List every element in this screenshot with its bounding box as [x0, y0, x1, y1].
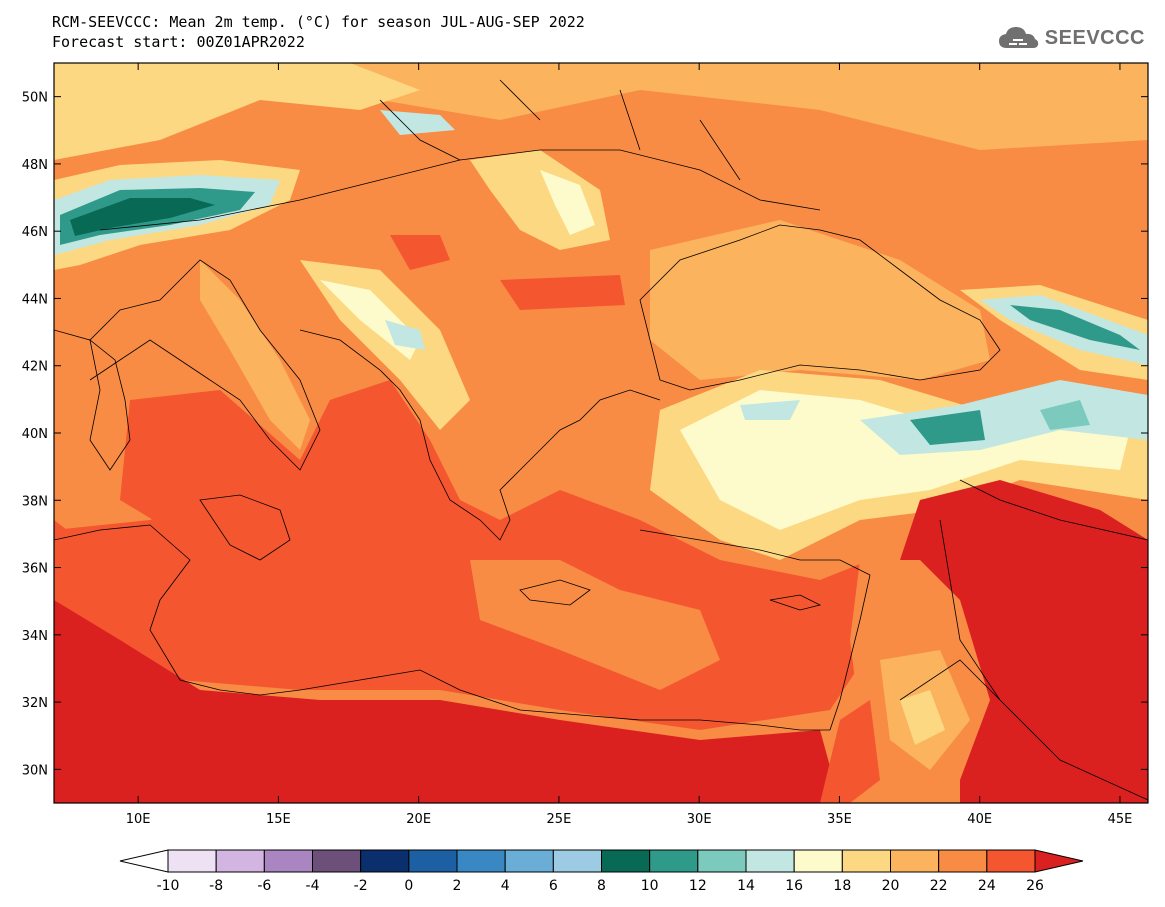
seevccc-logo: SEEVCCC [997, 24, 1145, 52]
lon-tick-label: 45E [1108, 812, 1133, 827]
colorbar-swatch [938, 849, 988, 873]
title-line-1: RCM-SEEVCCC: Mean 2m temp. (°C) for seas… [52, 13, 585, 31]
colorbar-label: 14 [737, 878, 755, 894]
colorbar-swatch [552, 849, 602, 873]
lat-tick-label: 36N [22, 562, 48, 577]
colorbar-label: 24 [978, 878, 996, 894]
lat-tick-label: 30N [22, 763, 48, 778]
colorbar-swatch [697, 849, 747, 873]
colorbar-swatch [841, 849, 891, 873]
cloud-icon [998, 27, 1038, 48]
colorbar-label: 6 [549, 878, 558, 894]
temperature-field [54, 63, 1148, 803]
colorbar-label: -4 [306, 878, 320, 894]
colorbar-label: 18 [833, 878, 851, 894]
lat-tick-label: 50N [22, 91, 48, 106]
logo-text: SEEVCCC [1044, 26, 1145, 49]
lat-tick-label: 34N [22, 629, 48, 644]
colorbar-label: 4 [501, 878, 510, 894]
colorbar-swatch [745, 849, 795, 873]
colorbar-swatch [986, 849, 1036, 873]
lat-tick-label: 48N [22, 158, 48, 173]
lat-tick-label: 46N [22, 225, 48, 240]
lon-tick-label: 40E [967, 812, 992, 827]
colorbar-swatch [793, 849, 843, 873]
colorbar-label: 12 [689, 878, 707, 894]
colorbar-label: 20 [882, 878, 900, 894]
colorbar: -10 -8 -6 -4 -2 0 2 4 6 8 10 12 14 16 18 20 22 24 26 [119, 849, 1084, 894]
colorbar-swatch [312, 849, 362, 873]
lon-tick-label: 35E [827, 812, 852, 827]
colorbar-label: 22 [930, 878, 948, 894]
lat-tick-label: 42N [22, 360, 48, 375]
colorbar-under-arrow [119, 849, 169, 873]
title-line-2: Forecast start: 00Z01APR2022 [52, 33, 305, 51]
colorbar-swatch [890, 849, 940, 873]
lat-tick-label: 38N [22, 494, 48, 509]
colorbar-swatch [504, 849, 554, 873]
lat-tick-label: 40N [22, 427, 48, 442]
colorbar-label: 2 [453, 878, 462, 894]
colorbar-swatch [263, 849, 314, 873]
lon-tick-label: 15E [266, 812, 291, 827]
colorbar-swatch [601, 849, 651, 873]
colorbar-label: -6 [257, 878, 271, 894]
lon-tick-label: 30E [687, 812, 712, 827]
coastlines [54, 79, 1148, 801]
colorbar-swatch [167, 849, 217, 873]
colorbar-label: 26 [1026, 878, 1044, 894]
map-title: RCM-SEEVCCC: Mean 2m temp. (°C) for seas… [52, 12, 585, 52]
colorbar-swatch [215, 849, 265, 873]
colorbar-swatch [360, 849, 410, 873]
colorbar-label: -8 [209, 878, 223, 894]
colorbar-label: 0 [404, 878, 413, 894]
colorbar-swatch [649, 849, 699, 873]
lat-tick-label: 32N [22, 696, 48, 711]
lat-axis: 50N 48N 46N 44N 42N 40N 38N 36N 34N 32N 30N [22, 91, 1148, 778]
colorbar-label: 8 [597, 878, 606, 894]
colorbar-swatch [408, 849, 458, 873]
colorbar-label: -2 [354, 878, 368, 894]
colorbar-swatch [456, 849, 506, 873]
colorbar-label: 16 [785, 878, 803, 894]
lat-tick-label: 44N [22, 292, 48, 307]
colorbar-label: -10 [157, 878, 180, 894]
lon-tick-label: 10E [126, 812, 151, 827]
colorbar-label: 10 [641, 878, 659, 894]
lon-tick-label: 25E [547, 812, 572, 827]
lon-tick-label: 20E [406, 812, 431, 827]
lon-axis: 10E 15E 20E 25E 30E 35E 40E 45E [126, 63, 1133, 827]
colorbar-over-arrow [1034, 849, 1084, 873]
